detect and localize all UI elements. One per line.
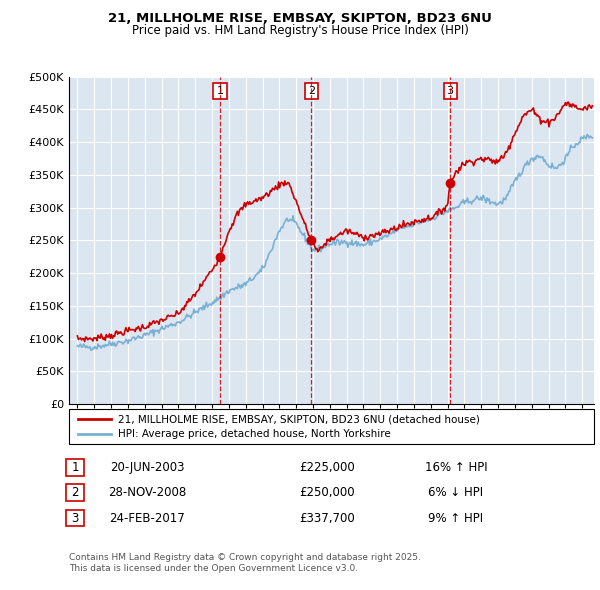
Text: £250,000: £250,000 — [299, 486, 355, 499]
Text: 6% ↓ HPI: 6% ↓ HPI — [428, 486, 484, 499]
Text: 16% ↑ HPI: 16% ↑ HPI — [425, 461, 487, 474]
Text: 2: 2 — [308, 86, 315, 96]
Text: 2: 2 — [71, 486, 79, 499]
Text: HPI: Average price, detached house, North Yorkshire: HPI: Average price, detached house, Nort… — [118, 429, 391, 439]
Text: 24-FEB-2017: 24-FEB-2017 — [109, 512, 185, 525]
Text: 3: 3 — [446, 86, 454, 96]
Text: 9% ↑ HPI: 9% ↑ HPI — [428, 512, 484, 525]
Text: £225,000: £225,000 — [299, 461, 355, 474]
Text: 1: 1 — [71, 461, 79, 474]
Text: Contains HM Land Registry data © Crown copyright and database right 2025.
This d: Contains HM Land Registry data © Crown c… — [69, 553, 421, 573]
Text: 3: 3 — [71, 512, 79, 525]
Text: 20-JUN-2003: 20-JUN-2003 — [110, 461, 184, 474]
Text: Price paid vs. HM Land Registry's House Price Index (HPI): Price paid vs. HM Land Registry's House … — [131, 24, 469, 37]
Text: £337,700: £337,700 — [299, 512, 355, 525]
Text: 1: 1 — [217, 86, 223, 96]
Text: 21, MILLHOLME RISE, EMBSAY, SKIPTON, BD23 6NU: 21, MILLHOLME RISE, EMBSAY, SKIPTON, BD2… — [108, 12, 492, 25]
Text: 21, MILLHOLME RISE, EMBSAY, SKIPTON, BD23 6NU (detached house): 21, MILLHOLME RISE, EMBSAY, SKIPTON, BD2… — [118, 414, 480, 424]
Text: 28-NOV-2008: 28-NOV-2008 — [108, 486, 186, 499]
